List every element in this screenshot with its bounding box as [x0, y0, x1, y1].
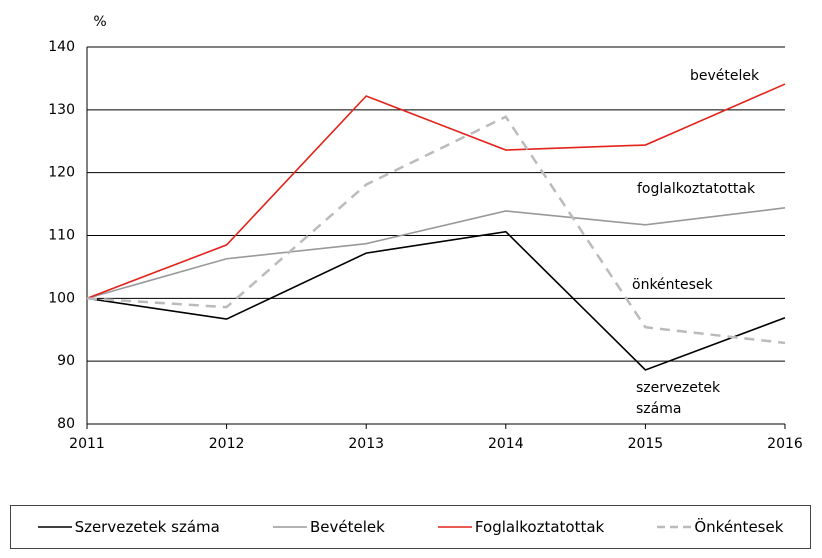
- y-tick-label: 120: [48, 165, 75, 181]
- y-tick-label: 90: [57, 353, 75, 369]
- series-line: [86, 83, 786, 300]
- y-tick-label: 140: [48, 39, 75, 55]
- legend-item: Foglalkoztatottak: [437, 518, 605, 536]
- y-tick-label: 130: [48, 102, 75, 118]
- y-tick-label: 100: [48, 290, 75, 306]
- x-tick-label: 2011: [69, 436, 105, 452]
- y-axis-label: %: [93, 14, 106, 30]
- legend-item: Szervezetek száma: [37, 518, 220, 536]
- x-tick-label: 2012: [209, 436, 245, 452]
- legend-swatch: [437, 526, 472, 528]
- x-tick-label: 2013: [348, 436, 384, 452]
- legend-item: Önkéntesek: [657, 518, 783, 536]
- legend-label: Önkéntesek: [694, 518, 784, 536]
- series-line: [86, 115, 786, 345]
- legend-label: Foglalkoztatottak: [474, 518, 605, 536]
- x-tick-label: 2015: [628, 436, 664, 452]
- legend: Szervezetek száma Bevételek Foglalkoztatot…: [10, 505, 811, 549]
- y-tick-label: 110: [48, 228, 75, 244]
- series-line: [86, 207, 786, 300]
- legend-swatch: [657, 525, 692, 529]
- legend-swatch: [272, 526, 307, 528]
- annotation: szervezetek száma: [636, 380, 721, 417]
- y-tick-label: 80: [57, 416, 75, 432]
- legend-swatch: [37, 526, 72, 528]
- chart: % 80 90 100 110 120 130 140 2011 2012 2013 2014 201…: [48, 14, 803, 452]
- annotation: bevételek: [690, 68, 760, 84]
- x-tick-label: 2016: [767, 436, 803, 452]
- annotation: foglalkoztatottak: [637, 181, 756, 197]
- x-tick-label: 2014: [488, 436, 524, 452]
- legend-label: Bevételek: [309, 518, 385, 536]
- annotation: önkéntesek: [632, 277, 713, 293]
- legend-item: Bevételek: [272, 518, 385, 536]
- series-line: [86, 230, 786, 371]
- legend-label: Szervezetek száma: [74, 518, 220, 536]
